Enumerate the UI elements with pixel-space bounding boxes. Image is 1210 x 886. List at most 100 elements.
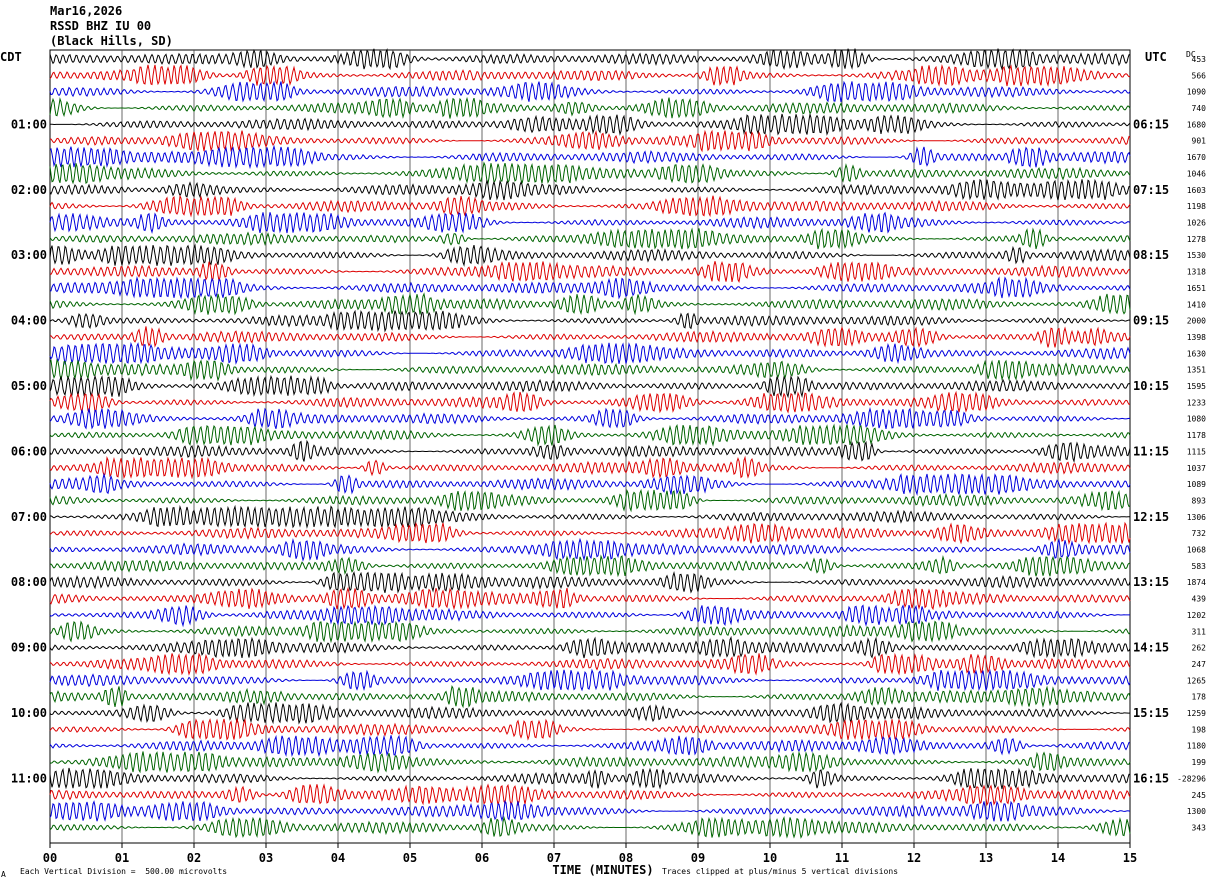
x-tick-label: 09 [691,851,705,865]
dc-offset-value: 1259 [1187,709,1206,718]
left-timezone-label: CDT [0,50,22,64]
x-tick-label: 10 [763,851,777,865]
dc-offset-value: 1037 [1187,464,1206,473]
dc-offset-value: 1351 [1187,366,1206,375]
dc-header-label: DC [1186,50,1196,59]
x-axis: 00 01 02 03 04 05 06 07 08 09 10 11 12 13 14 15 [43,843,1137,865]
x-tick-label: 15 [1123,851,1137,865]
dc-offset-value: 1603 [1187,186,1206,195]
x-tick-label: 00 [43,851,57,865]
dc-offset-value: 893 [1192,496,1207,505]
dc-offset-value: 566 [1192,71,1207,80]
x-tick-label: 13 [979,851,993,865]
right-hour-label: 11:15 [1133,444,1169,458]
dc-offset-value: 311 [1192,627,1207,636]
seismic-trace [49,767,1131,790]
seismic-trace [49,652,1131,676]
seismic-trace [49,80,1131,103]
dc-offset-value: 1265 [1187,676,1206,685]
corner-mark: A [1,870,6,879]
seismic-trace [50,113,1131,136]
left-hour-label: 02:00 [11,183,47,197]
seismic-trace [49,734,1131,758]
x-tick-label: 05 [403,851,417,865]
x-tick-label: 14 [1051,851,1065,865]
x-tick-label: 11 [835,851,849,865]
x-tick-label: 04 [331,851,345,865]
seismic-trace [49,309,1131,333]
seismic-trace [49,63,1131,88]
seismic-trace [49,701,1131,725]
clip-note: Traces clipped at plus/minus 5 vertical … [662,867,899,876]
dc-offset-value: 1089 [1187,480,1206,489]
right-hour-label: 12:15 [1133,510,1169,524]
seismic-trace [49,620,1131,644]
dc-offset-value: 2000 [1187,317,1206,326]
seismic-trace [49,275,1131,300]
x-tick-label: 06 [475,851,489,865]
seismic-trace [49,571,1131,594]
dc-offset-value: 1278 [1187,235,1206,244]
seismic-trace [49,144,1131,170]
dc-offset-value: 1630 [1187,349,1206,358]
hour-labels: 01:00 02:00 03:00 04:00 05:00 06:00 07:00 08:00… [11,117,1169,785]
left-hour-label: 07:00 [11,510,47,524]
seismic-trace [49,407,1131,430]
dc-offset-value: 199 [1192,758,1207,767]
seismic-trace [49,717,1131,741]
left-hour-label: 11:00 [11,771,47,785]
right-hour-label: 07:15 [1133,183,1169,197]
seismic-trace [49,261,1131,284]
dc-offset-value: 583 [1192,562,1207,571]
seismic-trace [49,390,1131,414]
x-tick-label: 08 [619,851,633,865]
seismic-trace [49,554,1131,578]
dc-offset-value: 343 [1192,823,1207,832]
x-axis-title: TIME (MINUTES) [552,863,653,877]
dc-offset-value: 1090 [1187,88,1206,97]
seismic-trace [49,178,1131,201]
dc-offset-value: -28296 [1177,774,1206,783]
seismic-trace [49,604,1130,628]
dc-offset-value: 453 [1192,55,1207,64]
dc-offset-value: 1068 [1187,546,1206,555]
dc-offset-value: 1178 [1187,431,1206,440]
left-hour-label: 05:00 [11,379,47,393]
x-tick-label: 03 [259,851,273,865]
right-timezone-label: UTC [1145,50,1167,64]
dc-offset-value: 1651 [1187,284,1206,293]
right-hour-label: 10:15 [1133,379,1169,393]
seismic-trace [49,243,1131,267]
dc-offset-value: 198 [1192,725,1207,734]
seismic-trace [49,750,1131,774]
seismic-trace [49,194,1131,218]
dc-offset-value: 1670 [1187,153,1206,162]
seismic-trace [49,292,1131,316]
dc-offset-labels: 453 566 1090 740 1680 901 1670 1046 1603 1198 1026… [1177,55,1206,832]
left-hour-label: 09:00 [11,641,47,655]
dc-offset-value: 1180 [1187,742,1206,751]
seismic-trace [49,684,1131,709]
seismic-trace [49,227,1131,250]
seismic-trace [49,358,1131,382]
dc-offset-value: 1530 [1187,251,1206,260]
dc-offset-value: 1398 [1187,333,1206,342]
left-hour-label: 04:00 [11,314,47,328]
left-hour-label: 06:00 [11,444,47,458]
dc-offset-value: 1300 [1187,807,1206,816]
right-hour-label: 08:15 [1133,248,1169,262]
seismic-trace [49,635,1131,659]
dc-offset-value: 740 [1192,104,1207,113]
dc-offset-value: 901 [1192,137,1207,146]
dc-offset-value: 247 [1192,660,1207,669]
dc-offset-value: 1306 [1187,513,1206,522]
seismogram-traces [49,48,1131,839]
dc-offset-value: 1318 [1187,268,1206,277]
seismic-trace [49,537,1131,562]
dc-offset-value: 1410 [1187,300,1206,309]
dc-offset-value: 1026 [1187,218,1206,227]
dc-offset-value: 245 [1192,791,1207,800]
seismic-trace [49,326,1131,348]
right-hour-label: 09:15 [1133,314,1169,328]
